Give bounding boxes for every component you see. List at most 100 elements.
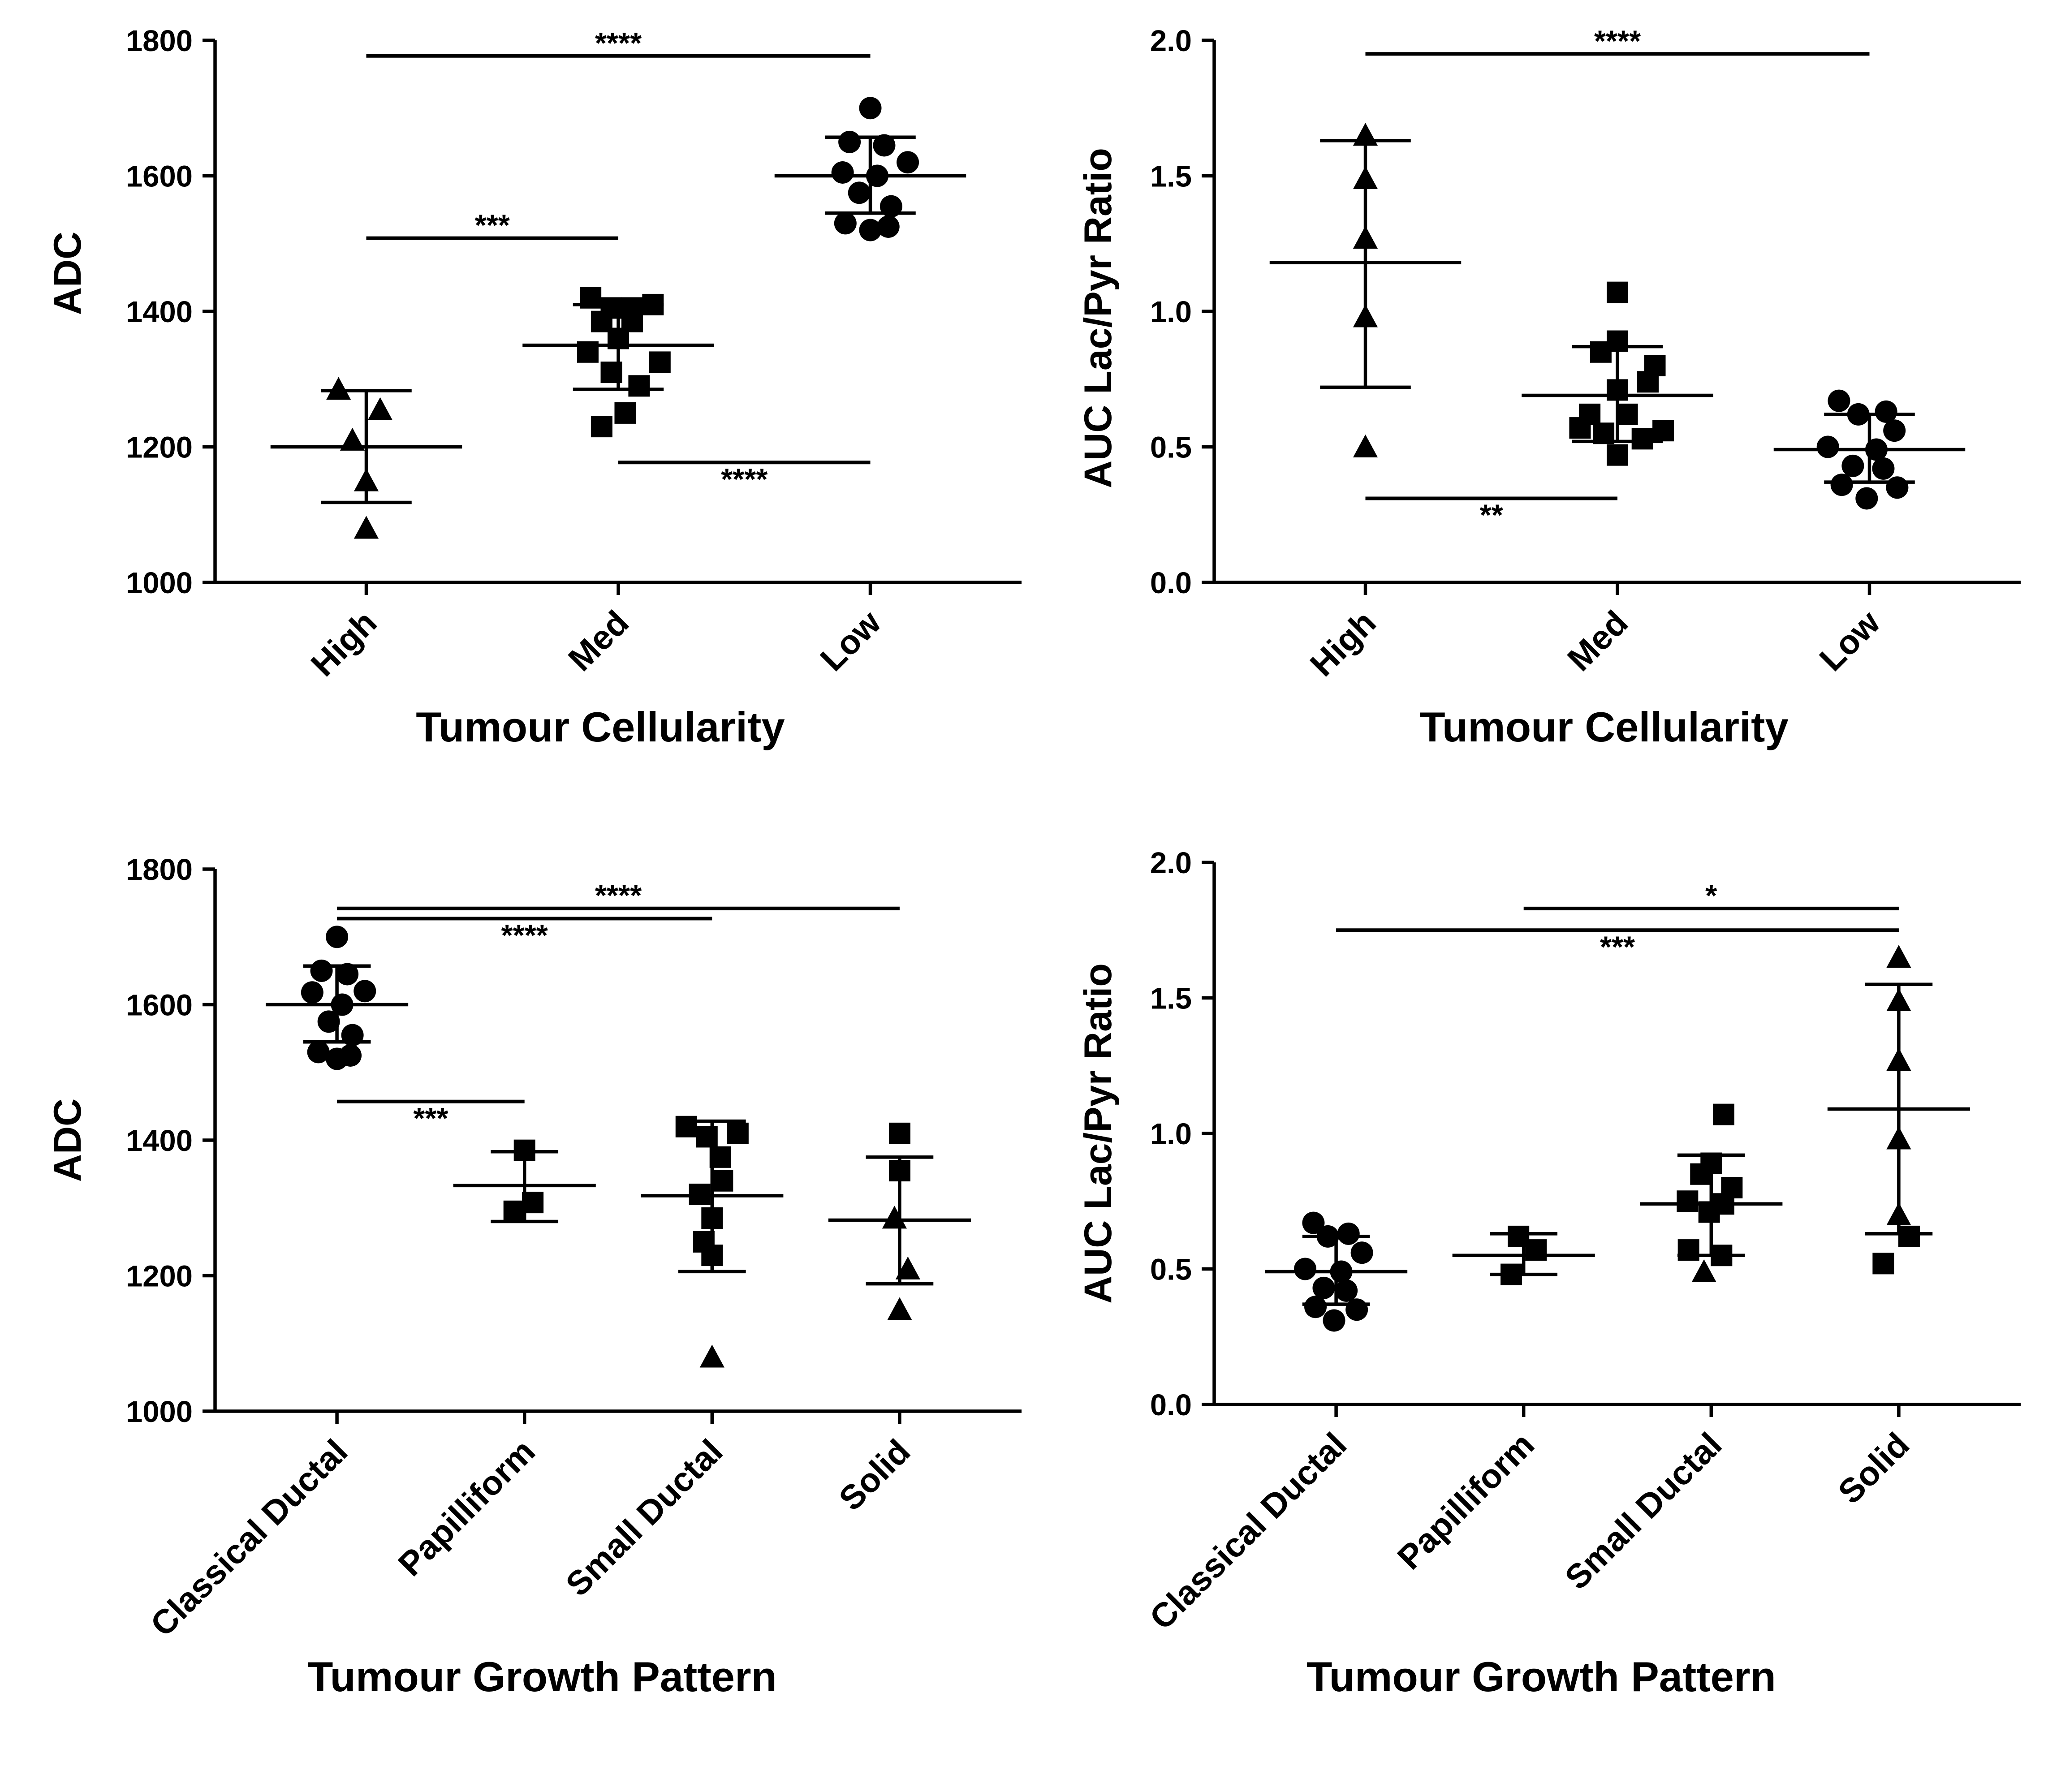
data-point-square [1631, 428, 1653, 450]
data-point-circle [838, 130, 861, 153]
y-tick-label: 1600 [126, 160, 193, 194]
data-point-square [1607, 444, 1628, 466]
data-point-circle [1302, 1211, 1325, 1234]
y-tick-label: 0.5 [1150, 1253, 1192, 1287]
data-point-square [709, 1146, 731, 1168]
y-tick-label: 1000 [126, 566, 193, 600]
data-point-triangle [895, 1256, 920, 1279]
data-point-circle [1830, 474, 1853, 496]
data-point-circle [1350, 1241, 1373, 1264]
data-point-triangle [340, 427, 365, 451]
significance-label: **** [501, 918, 548, 952]
data-point-circle [1330, 1260, 1353, 1283]
data-point-triangle [1353, 226, 1378, 249]
data-point-square [1590, 341, 1612, 363]
significance-label: *** [475, 209, 510, 242]
data-point-square [1607, 281, 1628, 303]
x-axis-title: Tumour Cellularity [1419, 703, 1788, 750]
data-point-circle [354, 980, 376, 1003]
data-point-square [614, 402, 636, 424]
data-point-circle [1323, 1309, 1345, 1332]
y-tick-label: 1.5 [1150, 160, 1192, 194]
data-point-square [628, 375, 650, 397]
data-point-square [1569, 417, 1591, 439]
data-point-triangle [354, 468, 379, 491]
significance-label: **** [595, 26, 642, 60]
data-point-square [1872, 1253, 1894, 1275]
data-point-circle [877, 215, 900, 238]
data-point-circle [307, 1041, 330, 1064]
data-point-circle [873, 134, 896, 157]
data-point-circle [848, 181, 871, 204]
y-axis-title: AUC Lac/Pyr Ratio [1077, 148, 1120, 488]
data-point-circle [1886, 476, 1909, 499]
y-tick-label: 1400 [126, 295, 193, 329]
x-axis-title: Tumour Growth Pattern [1306, 1653, 1776, 1700]
data-point-square [1500, 1263, 1522, 1285]
data-point-circle [1872, 457, 1895, 480]
data-point-square [577, 341, 599, 363]
data-point-circle [834, 212, 857, 235]
data-point-square [1898, 1225, 1920, 1247]
data-point-circle [326, 926, 349, 948]
data-point-circle [1294, 1258, 1317, 1280]
y-tick-label: 1800 [126, 853, 193, 887]
data-point-triangle [354, 516, 379, 539]
data-point-triangle [1353, 166, 1378, 190]
significance-label: **** [1594, 24, 1641, 58]
data-point-square [689, 1184, 711, 1205]
data-point-square [649, 351, 671, 373]
data-point-triangle [326, 377, 351, 400]
data-point-circle [326, 1047, 349, 1070]
data-point-square [503, 1200, 525, 1222]
x-axis-title: Tumour Growth Pattern [307, 1653, 777, 1700]
y-axis-title: AUC Lac/Pyr Ratio [1077, 963, 1120, 1304]
data-point-circle [317, 1010, 340, 1033]
data-point-square [1677, 1190, 1699, 1212]
data-point-square [888, 1122, 910, 1144]
data-point-triangle [1886, 1048, 1911, 1071]
data-point-circle [1847, 403, 1870, 426]
y-tick-label: 0.5 [1150, 431, 1192, 465]
data-point-square [1652, 420, 1674, 442]
significance-label: * [1705, 879, 1717, 913]
data-point-square [608, 327, 629, 349]
significance-label: **** [721, 462, 768, 496]
data-point-circle [1828, 389, 1850, 412]
data-point-square [1593, 422, 1615, 444]
data-point-triangle [1886, 988, 1911, 1012]
data-point-triangle [1886, 1126, 1911, 1150]
data-point-square [1711, 1245, 1733, 1266]
data-point-square [1690, 1163, 1712, 1185]
data-point-circle [1337, 1222, 1360, 1245]
data-point-triangle [1353, 304, 1378, 327]
x-axis-title: Tumour Cellularity [416, 703, 785, 750]
y-tick-label: 0.0 [1150, 1388, 1192, 1422]
data-point-circle [859, 97, 882, 120]
data-point-circle [831, 161, 854, 184]
y-tick-label: 1400 [126, 1124, 193, 1158]
data-point-square [701, 1245, 723, 1266]
y-tick-label: 2.0 [1150, 24, 1192, 58]
data-point-circle [1345, 1298, 1368, 1321]
data-point-circle [859, 219, 882, 241]
data-point-circle [301, 981, 323, 1004]
data-point-square [580, 287, 602, 309]
data-point-triangle [1353, 434, 1378, 457]
data-point-triangle [1353, 123, 1378, 146]
data-point-triangle [882, 1206, 907, 1229]
y-axis-title: ADC [46, 232, 89, 315]
y-tick-label: 1.0 [1150, 1117, 1192, 1151]
data-point-square [675, 1116, 697, 1137]
y-tick-label: 1600 [126, 989, 193, 1022]
data-point-square [1712, 1103, 1734, 1125]
y-tick-label: 1.5 [1150, 982, 1192, 1016]
y-tick-label: 1200 [126, 1260, 193, 1293]
y-tick-label: 2.0 [1150, 846, 1192, 880]
data-point-circle [880, 195, 902, 218]
data-point-circle [897, 151, 919, 174]
data-point-circle [341, 1024, 364, 1047]
data-point-triangle [367, 397, 393, 420]
data-point-square [591, 416, 612, 438]
